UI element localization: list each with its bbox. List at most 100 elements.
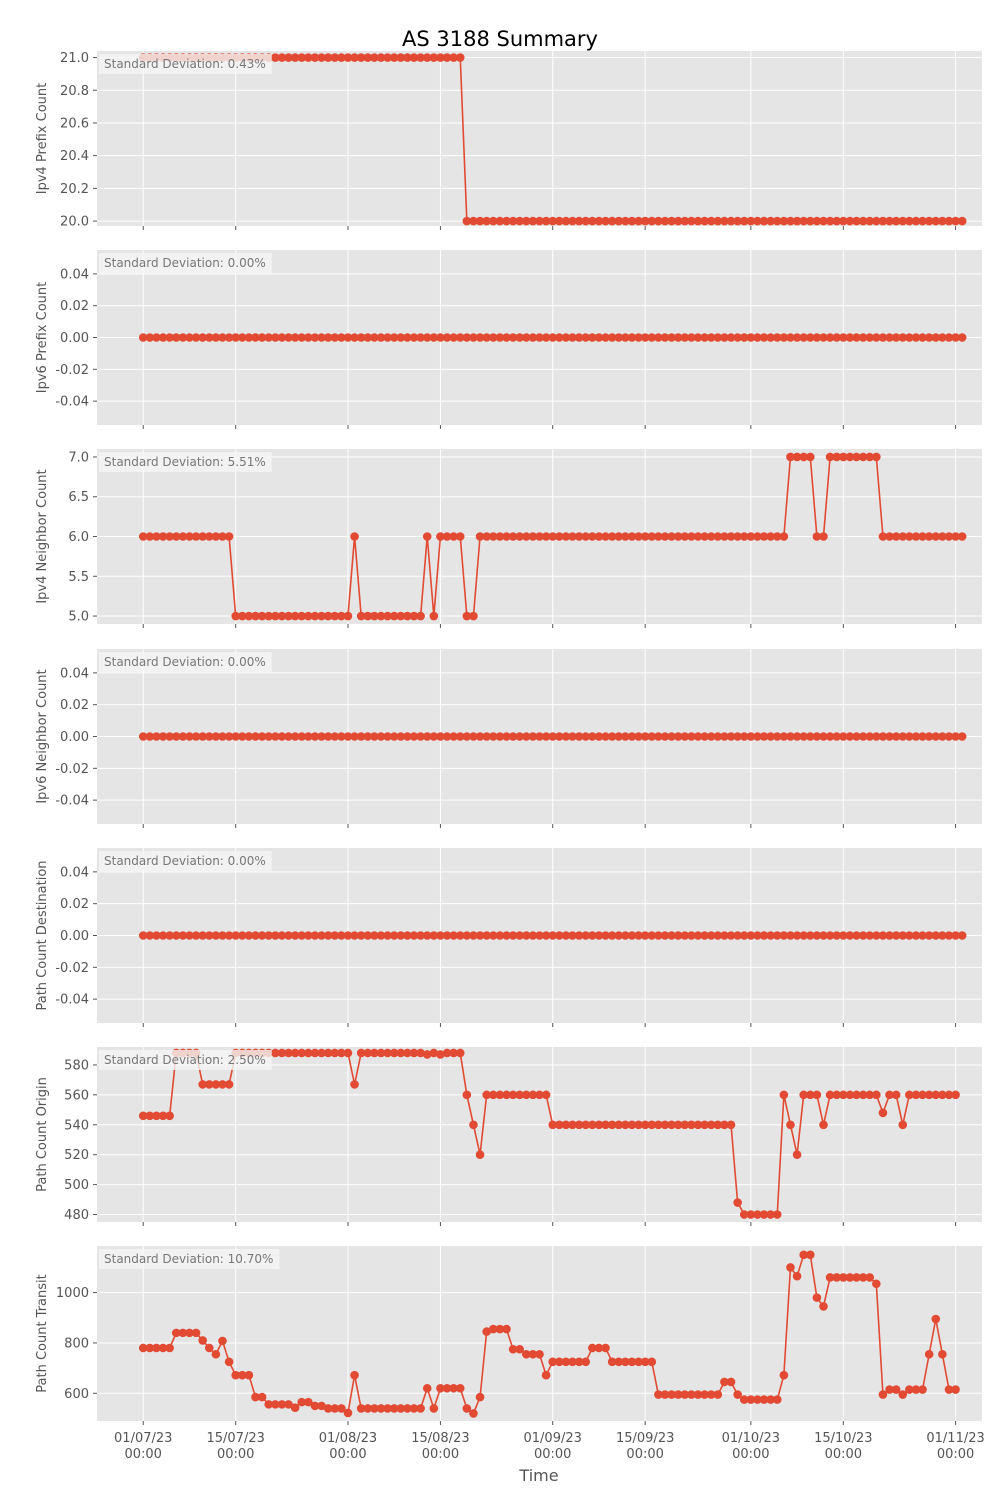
- data-point: [726, 532, 736, 541]
- data-point: [693, 216, 703, 226]
- data-point: [852, 1090, 861, 1100]
- data-point: [370, 1404, 379, 1413]
- data-point: [561, 931, 571, 940]
- data-point: [845, 216, 855, 226]
- y-tick-label: 20.6: [60, 116, 89, 131]
- data-point: [581, 1120, 591, 1130]
- data-point: [832, 931, 841, 940]
- data-point: [436, 532, 445, 541]
- data-point: [772, 333, 782, 342]
- data-point: [165, 532, 174, 541]
- data-point: [733, 333, 742, 342]
- data-point: [819, 1120, 828, 1130]
- data-point: [924, 1349, 934, 1359]
- data-point: [687, 333, 696, 342]
- y-tick-label: 0.02: [60, 897, 89, 912]
- data-point: [218, 732, 227, 741]
- y-tick-label: 5.0: [68, 610, 89, 625]
- data-point: [185, 532, 194, 541]
- data-point: [673, 216, 683, 226]
- data-point: [442, 53, 452, 62]
- x-tick-label-time: 00:00: [937, 1447, 974, 1462]
- data-point: [350, 1080, 359, 1089]
- data-point: [508, 216, 518, 226]
- data-point: [323, 333, 333, 342]
- data-point: [654, 1120, 663, 1130]
- data-point: [310, 1401, 320, 1411]
- data-point: [905, 216, 914, 226]
- data-point: [171, 333, 181, 342]
- data-point: [555, 1357, 564, 1367]
- data-point: [541, 732, 551, 741]
- data-point: [290, 333, 300, 342]
- data-point: [779, 732, 789, 741]
- data-point: [284, 333, 293, 342]
- data-point: [680, 333, 690, 342]
- data-point: [337, 1404, 346, 1413]
- data-point: [660, 732, 670, 741]
- data-point: [343, 1048, 353, 1058]
- data-point: [284, 53, 293, 62]
- data-point: [588, 1120, 597, 1130]
- data-point: [680, 1390, 690, 1399]
- data-point: [442, 732, 452, 741]
- data-point: [515, 931, 524, 940]
- data-point: [905, 931, 914, 940]
- y-tick-label: 21.0: [60, 51, 89, 66]
- data-point: [297, 931, 307, 940]
- data-point: [706, 931, 716, 940]
- data-point: [416, 611, 425, 621]
- data-point: [660, 1120, 670, 1130]
- data-point: [885, 1385, 894, 1394]
- data-point: [733, 732, 742, 741]
- data-point: [706, 333, 716, 342]
- data-point: [389, 1404, 399, 1413]
- y-tick-label: 600: [64, 1387, 89, 1402]
- data-point: [370, 1048, 379, 1058]
- data-point: [442, 333, 452, 342]
- data-point: [766, 216, 775, 226]
- data-point: [337, 333, 346, 342]
- data-point: [805, 1250, 815, 1260]
- data-point: [878, 333, 888, 342]
- data-point: [786, 931, 795, 940]
- data-point: [363, 1404, 373, 1413]
- data-point: [647, 333, 657, 342]
- data-point: [304, 1048, 313, 1058]
- data-point: [488, 333, 498, 342]
- data-point: [607, 532, 617, 541]
- y-tick-label: -0.04: [55, 395, 89, 410]
- data-point: [746, 732, 756, 741]
- data-point: [574, 532, 584, 541]
- data-point: [872, 1279, 881, 1289]
- data-point: [931, 216, 941, 226]
- data-point: [799, 452, 808, 462]
- x-tick-label: 01/08/23: [319, 1431, 377, 1446]
- y-tick-label: 540: [64, 1118, 89, 1133]
- data-point: [482, 1327, 491, 1336]
- data-point: [621, 1120, 630, 1130]
- data-point: [891, 333, 901, 342]
- data-point: [356, 611, 366, 621]
- data-point: [508, 931, 518, 940]
- data-point: [667, 931, 676, 940]
- data-point: [720, 1120, 729, 1130]
- data-point: [700, 1390, 709, 1399]
- data-point: [152, 532, 161, 541]
- data-point: [337, 1048, 346, 1058]
- data-point: [865, 732, 875, 741]
- data-point: [918, 1385, 927, 1394]
- data-point: [799, 1090, 808, 1100]
- data-point: [766, 1210, 775, 1219]
- data-point: [924, 216, 934, 226]
- data-point: [812, 732, 822, 741]
- data-point: [634, 732, 643, 741]
- data-point: [654, 1390, 663, 1399]
- data-point: [330, 53, 340, 62]
- data-point: [799, 931, 808, 940]
- data-point: [805, 216, 815, 226]
- data-point: [198, 532, 207, 541]
- data-point: [772, 1395, 782, 1404]
- data-point: [792, 931, 802, 940]
- subplots: 20.0 20.2 20.4 20.6 20.8 21.0 Ipv4 Prefix Coun…: [35, 51, 982, 1425]
